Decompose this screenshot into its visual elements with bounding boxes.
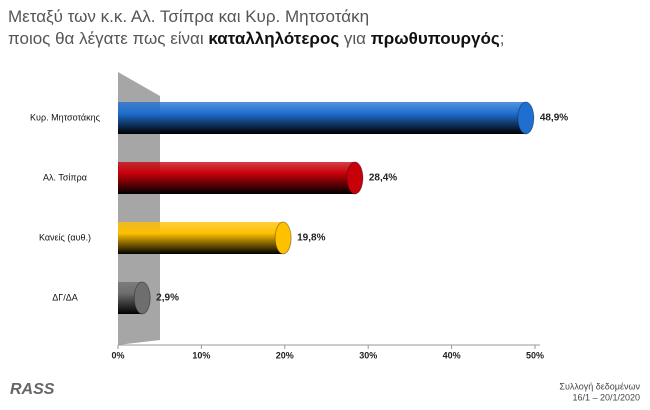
axis-wall [118, 72, 160, 345]
value-label: 48,9% [540, 113, 568, 124]
category-label: Αλ. Τσίπρα [43, 172, 87, 183]
bar-cap [346, 161, 364, 195]
logo: RASS [10, 381, 55, 398]
x-tick-label: 30% [359, 350, 377, 360]
bar [118, 162, 363, 194]
title-segment: Μεταξύ των κ.κ. Αλ. Τσίπρα και Κυρ. Μητσ… [8, 7, 369, 26]
bar-cap [517, 101, 535, 135]
footer: 16/1 – 20/1/2020 [572, 392, 640, 402]
value-label: 19,8% [297, 233, 325, 244]
bar-cap [274, 221, 292, 255]
footer: Συλλογή δεδομένων [559, 381, 640, 391]
bar [118, 102, 534, 134]
chart-title: ποιος θα λέγατε πως είναι καταλληλότερος… [8, 29, 504, 48]
title-segment: ποιος θα λέγατε πως είναι [8, 29, 208, 48]
title-segment: πρωθυπουργός [371, 29, 500, 48]
bar [118, 222, 292, 254]
title-segment: καταλληλότερος [208, 29, 339, 48]
title-segment: για [339, 29, 371, 48]
value-label: 2,9% [156, 293, 179, 304]
x-tick-label: 50% [526, 350, 544, 360]
value-label: 28,4% [369, 173, 397, 184]
x-tick-label: 20% [276, 350, 294, 360]
x-tick-label: 10% [192, 350, 210, 360]
category-label: Κυρ. Μητσοτάκης [30, 112, 100, 123]
category-label: Κανείς (αυθ.) [38, 232, 92, 243]
category-label: ΔΓ/ΔΑ [52, 292, 78, 303]
x-tick-label: 40% [443, 350, 461, 360]
title-segment: ; [500, 29, 505, 48]
x-tick-label: 0% [111, 350, 124, 360]
bar-cap [133, 281, 151, 315]
chart-title: Μεταξύ των κ.κ. Αλ. Τσίπρα και Κυρ. Μητσ… [8, 7, 369, 26]
